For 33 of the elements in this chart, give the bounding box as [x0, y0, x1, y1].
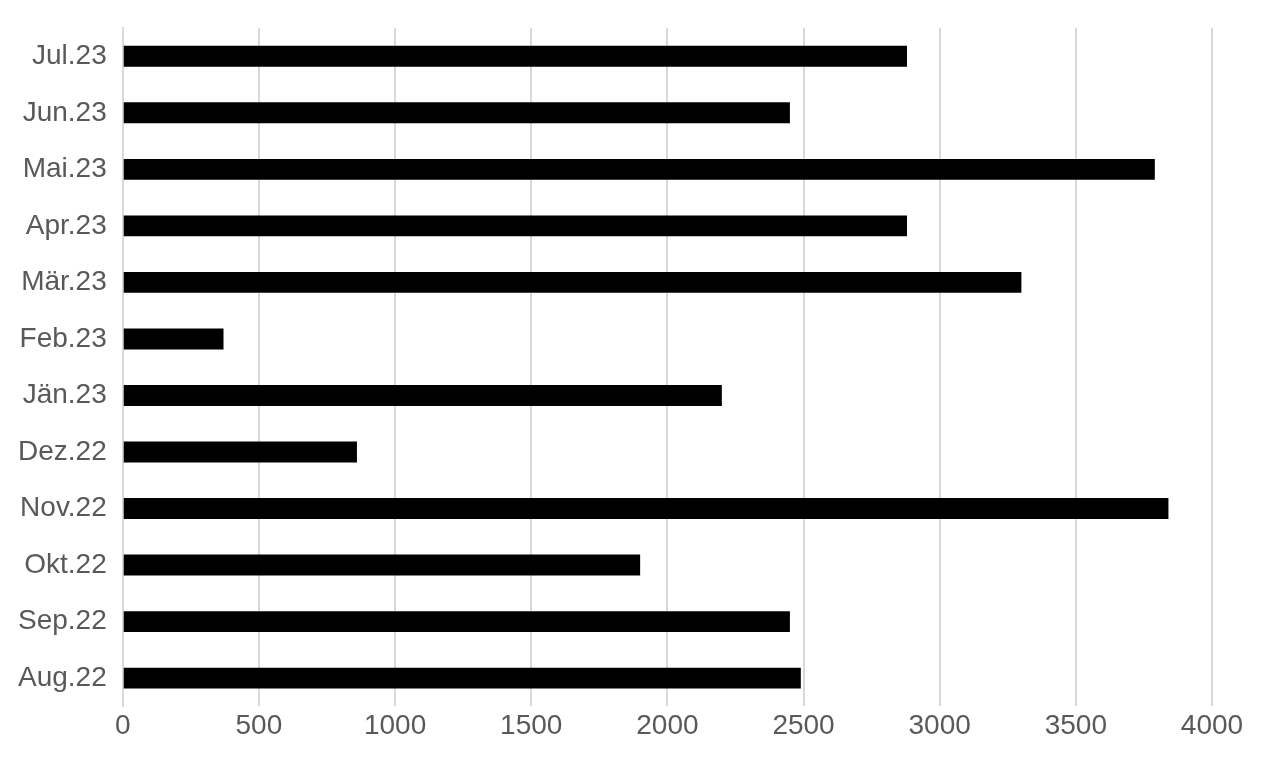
y-tick-label: Jän.23 [22, 378, 107, 410]
x-tick-label: 1000 [363, 708, 427, 740]
y-tick-label: Jun.23 [22, 95, 107, 127]
x-tick-label: 4000 [1180, 708, 1244, 740]
y-tick-label: Mai.23 [22, 152, 107, 184]
y-tick-label: Nov.22 [20, 491, 107, 523]
bar [123, 328, 224, 350]
bar [123, 498, 1169, 519]
bar [123, 158, 1155, 180]
x-tick-label: 1500 [500, 708, 563, 740]
y-tick-label: Dez.22 [18, 434, 107, 466]
bar [123, 102, 790, 124]
x-tick-label: 0 [114, 708, 131, 740]
bar [123, 45, 908, 67]
bar [123, 554, 641, 576]
y-tick-label: Apr.23 [25, 208, 107, 240]
x-tick-label: 2000 [636, 708, 699, 740]
y-tick-label: Sep.22 [17, 604, 107, 636]
bar [123, 441, 357, 463]
bar [123, 667, 801, 689]
y-tick-label: Aug.22 [17, 660, 107, 692]
y-tick-label: Okt.22 [24, 547, 107, 579]
bar [123, 271, 1022, 293]
x-tick-label: 500 [235, 708, 283, 740]
bar [123, 385, 722, 406]
y-tick-label: Feb.23 [19, 321, 107, 353]
x-tick-label: 3500 [1044, 708, 1107, 740]
y-tick-label: Mär.23 [21, 265, 107, 297]
bar [123, 215, 908, 237]
x-tick-label: 3000 [908, 708, 971, 740]
x-tick-label: 2500 [772, 708, 835, 740]
y-tick-label: Jul.23 [32, 38, 107, 70]
bar [123, 611, 790, 633]
